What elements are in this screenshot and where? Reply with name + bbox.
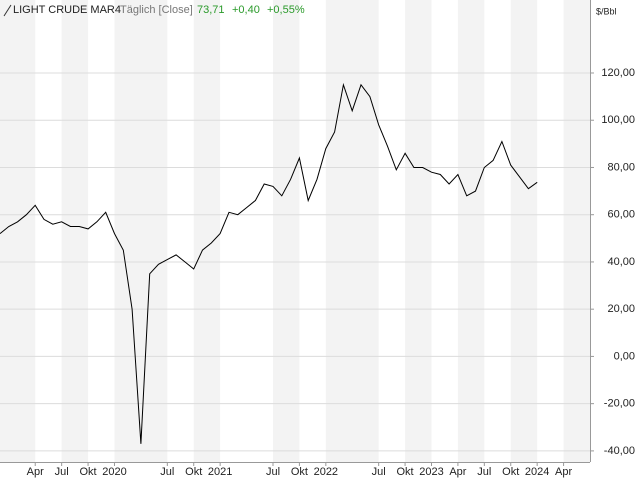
- x-tick-label: Jul: [477, 466, 491, 478]
- bands: [0, 0, 590, 462]
- last-price: 73,71: [197, 4, 225, 16]
- x-tick-label: Jul: [372, 466, 386, 478]
- y-tick-label: 60,00: [607, 209, 635, 221]
- band: [272, 0, 300, 462]
- x-tick-label: Apr: [555, 466, 572, 478]
- y-tick-label: 20,00: [607, 303, 635, 315]
- band: [61, 0, 89, 462]
- y-tick-label: 80,00: [607, 161, 635, 173]
- y-tick-label: -20,00: [604, 398, 635, 410]
- x-tick-label: Jul: [160, 466, 174, 478]
- x-tick-label: Jul: [266, 466, 280, 478]
- band: [405, 0, 432, 462]
- y-tick-label: 100,00: [601, 114, 635, 126]
- y-tick-label: 40,00: [607, 256, 635, 268]
- x-tick-label: Okt: [397, 466, 414, 478]
- change: +0,40: [232, 4, 260, 16]
- x-tick-label: Okt: [79, 466, 96, 478]
- band: [325, 0, 379, 462]
- band: [193, 0, 221, 462]
- x-tick-label: 2020: [102, 466, 126, 478]
- x-tick-label: Jul: [55, 466, 69, 478]
- band: [457, 0, 485, 462]
- y-tick-label: 0,00: [614, 350, 635, 362]
- unit-label: $/Bbl: [596, 6, 617, 16]
- y-tick-label: 120,00: [601, 67, 635, 79]
- y-tick-label: -40,00: [604, 445, 635, 457]
- band: [510, 0, 538, 462]
- x-tick-label: 2022: [314, 466, 338, 478]
- x-tick-label: 2023: [419, 466, 443, 478]
- x-tick-label: 2021: [208, 466, 232, 478]
- chart-icon: [3, 4, 12, 17]
- x-tick-label: Okt: [502, 466, 519, 478]
- chart-subtitle: Täglich [Close]: [120, 4, 193, 16]
- band: [114, 0, 168, 462]
- x-tick-label: Apr: [449, 466, 466, 478]
- chart-title: LIGHT CRUDE MAR4: [13, 4, 121, 16]
- band: [563, 0, 590, 462]
- change-pct: +0,55%: [267, 4, 305, 16]
- price-line: [0, 82, 538, 444]
- x-tick-label: Apr: [27, 466, 44, 478]
- marks: [0, 82, 538, 444]
- x-tick-label: Okt: [291, 466, 308, 478]
- band: [0, 0, 36, 462]
- x-tick-label: 2024: [525, 466, 549, 478]
- x-tick-label: Okt: [185, 466, 202, 478]
